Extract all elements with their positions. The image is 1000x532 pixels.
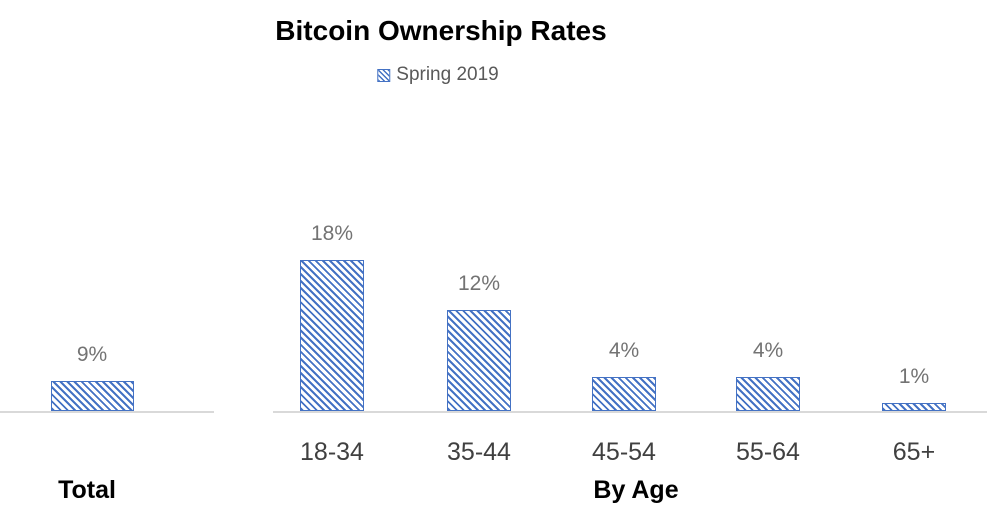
x-axis-line-by-age [273, 411, 987, 413]
bar-55-64 [736, 377, 800, 411]
tick-label-45-54: 45-54 [592, 438, 656, 466]
data-label-18-34: 18% [310, 222, 354, 245]
data-label-35-44: 12% [457, 272, 501, 295]
tick-label-55-64: 55-64 [736, 438, 800, 466]
tick-label-35-44: 35-44 [447, 438, 511, 466]
bar-45-54 [592, 377, 656, 411]
group-label-total: Total [58, 476, 116, 504]
bar-Total [50, 381, 134, 411]
tick-label-18-34: 18-34 [300, 438, 364, 466]
x-axis-line-total [0, 411, 214, 413]
data-label-55-64: 4% [752, 339, 784, 362]
tick-label-65+: 65+ [892, 438, 936, 466]
chart-title: Bitcoin Ownership Rates [275, 15, 607, 46]
bar-65+ [882, 403, 946, 411]
bar-35-44 [447, 310, 511, 411]
data-label-Total: 9% [76, 343, 108, 366]
legend-hatch-swatch-icon [377, 68, 391, 82]
legend: Spring 2019 [377, 64, 499, 86]
data-label-65+: 1% [898, 365, 930, 388]
group-label-by-age: By Age [593, 476, 679, 504]
data-label-45-54: 4% [608, 339, 640, 362]
bar-18-34 [300, 260, 364, 411]
legend-label: Spring 2019 [396, 64, 499, 85]
